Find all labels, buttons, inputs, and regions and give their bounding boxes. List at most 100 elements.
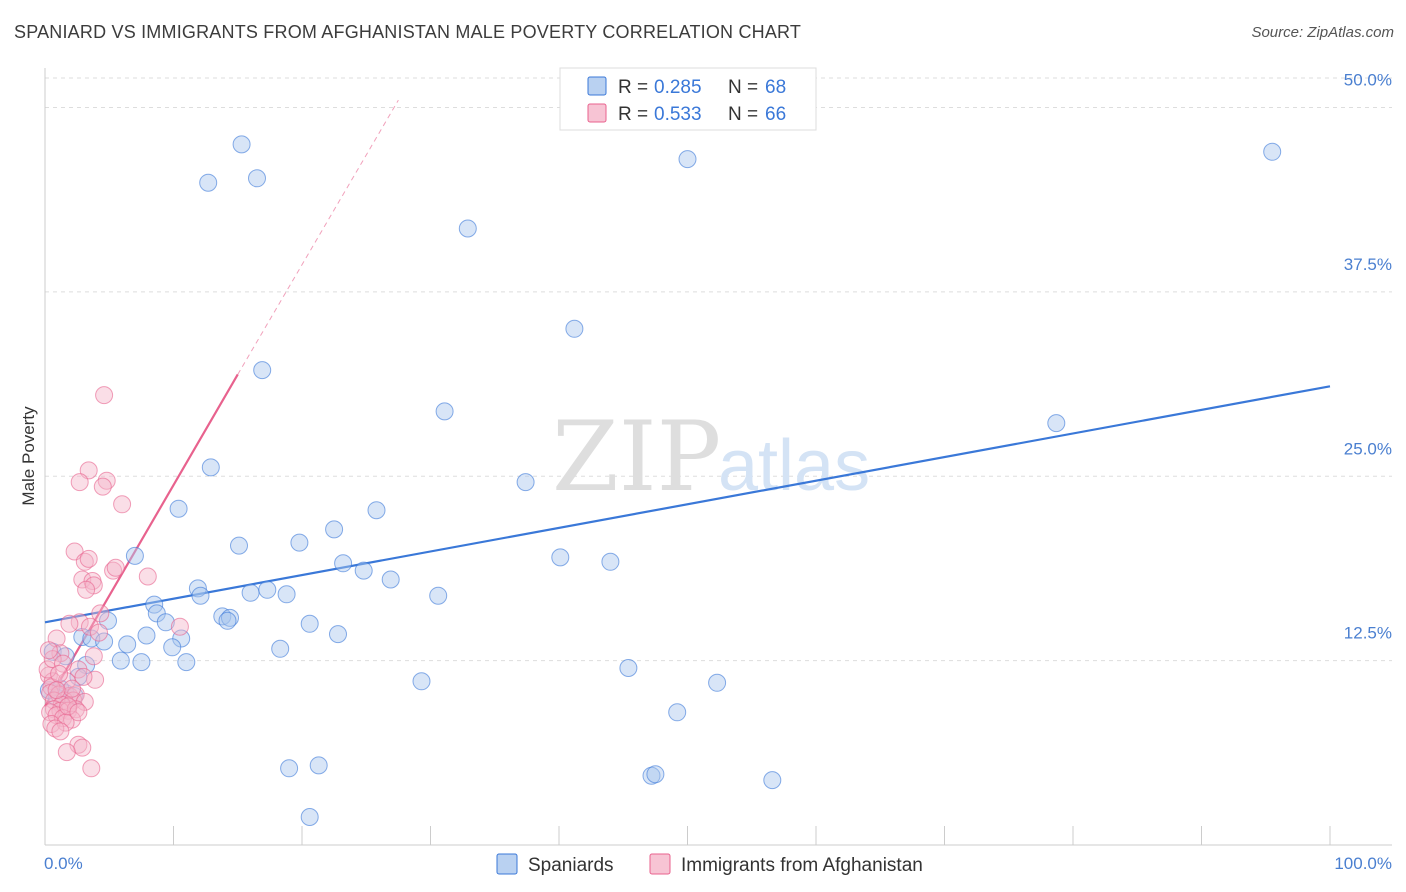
point-afghanistan [79, 549, 98, 568]
x-tick-label-100: 100.0% [1334, 854, 1392, 873]
point-spaniards [232, 135, 251, 154]
point-spaniards [329, 625, 347, 644]
point-spaniards [118, 635, 137, 654]
point-spaniards [435, 402, 454, 421]
point-spaniards [199, 173, 218, 192]
point-spaniards [300, 808, 319, 826]
point-afghanistan [90, 623, 108, 642]
point-spaniards [309, 756, 328, 775]
point-afghanistan [74, 667, 93, 686]
point-afghanistan [46, 719, 65, 738]
point-afghanistan [59, 697, 78, 716]
point-afghanistan [84, 647, 103, 666]
legend2-r-label: R = [618, 104, 648, 125]
point-afghanistan [82, 759, 101, 778]
point-spaniards [271, 639, 290, 658]
bottom-legend-spaniards: Spaniards [528, 855, 614, 876]
point-spaniards [678, 150, 697, 169]
point-spaniards [325, 520, 344, 539]
legend1-r-label: R = [618, 77, 648, 98]
point-spaniards [646, 765, 665, 784]
point-spaniards [188, 579, 207, 598]
point-afghanistan [38, 660, 57, 679]
point-afghanistan [81, 617, 99, 636]
y-axis-title: Male Poverty [19, 406, 38, 506]
chart-title: SPANIARD VS IMMIGRANTS FROM AFGHANISTAN … [14, 22, 802, 42]
x-tick-label-0: 0.0% [44, 854, 83, 873]
series-legend: Spaniards Immigrants from Afghanistan [496, 853, 923, 876]
point-spaniards [354, 561, 373, 580]
point-spaniards [218, 611, 237, 630]
legend-swatch-afghanistan [587, 103, 607, 123]
y-tick-labels: 12.5% 25.0% 37.5% 50.0% [1344, 71, 1392, 643]
stats-legend: R = 0.285 N = 68 R = 0.533 N = 66 [559, 67, 817, 131]
point-afghanistan [95, 386, 114, 405]
gridlines [45, 77, 1392, 662]
bottom-legend-afghanistan: Immigrants from Afghanistan [681, 855, 923, 876]
y-tick-label: 37.5% [1344, 255, 1392, 274]
point-spaniards [334, 554, 353, 573]
watermark-atlas: atlas [718, 426, 870, 506]
watermark-zip: ZIP [552, 401, 721, 513]
y-tick-label: 50.0% [1344, 71, 1392, 90]
point-spaniards [191, 586, 210, 605]
trendline-afghanistan-extension [237, 99, 399, 375]
point-spaniards [258, 580, 277, 599]
point-spaniards [381, 570, 400, 589]
point-afghanistan [60, 614, 79, 633]
point-afghanistan [51, 722, 70, 741]
data-points [38, 135, 1282, 826]
point-afghanistan [57, 743, 76, 762]
point-spaniards [412, 672, 431, 691]
legend1-n-label: N = [728, 77, 758, 98]
point-spaniards [125, 546, 144, 565]
point-spaniards [708, 673, 727, 692]
point-spaniards [137, 626, 156, 645]
legend2-n-label: N = [728, 104, 758, 125]
trendline-afghanistan [44, 373, 239, 707]
point-afghanistan [86, 670, 105, 689]
bottom-legend-swatch-afghanistan [649, 853, 671, 875]
point-spaniards [1047, 414, 1066, 433]
point-spaniards [221, 608, 239, 627]
point-spaniards [668, 703, 687, 722]
point-spaniards [163, 638, 182, 657]
point-spaniards [763, 771, 782, 790]
legend1-r-value: 0.285 [654, 77, 702, 98]
legend2-n-value: 66 [765, 104, 786, 125]
point-afghanistan [104, 561, 123, 580]
point-afghanistan [63, 679, 81, 698]
bottom-legend-swatch-spaniards [496, 853, 518, 875]
point-spaniards [565, 319, 584, 338]
point-spaniards [95, 632, 114, 651]
point-spaniards [290, 533, 309, 552]
point-afghanistan [43, 672, 62, 691]
point-afghanistan [170, 617, 189, 636]
point-spaniards [253, 361, 272, 380]
point-afghanistan [138, 567, 157, 586]
point-spaniards [280, 759, 299, 778]
trendlines [44, 99, 1331, 707]
point-spaniards [277, 585, 296, 604]
point-spaniards [429, 586, 448, 605]
point-afghanistan [91, 604, 110, 623]
point-spaniards [601, 552, 620, 571]
point-spaniards [156, 613, 175, 632]
legend2-r-value: 0.533 [654, 104, 702, 125]
source-label: Source: ZipAtlas.com [1251, 24, 1394, 41]
point-afghanistan [70, 473, 89, 492]
point-afghanistan [47, 681, 66, 700]
point-afghanistan [77, 580, 96, 599]
point-spaniards [458, 219, 477, 238]
point-afghanistan [50, 664, 69, 683]
point-afghanistan [54, 654, 72, 673]
point-spaniards [132, 653, 151, 672]
y-tick-label: 25.0% [1344, 439, 1392, 458]
y-tick-label: 12.5% [1344, 624, 1392, 643]
legend1-n-value: 68 [765, 77, 786, 98]
point-afghanistan [113, 495, 132, 514]
point-afghanistan [75, 692, 94, 711]
axes [44, 68, 1392, 846]
point-spaniards [169, 499, 188, 518]
